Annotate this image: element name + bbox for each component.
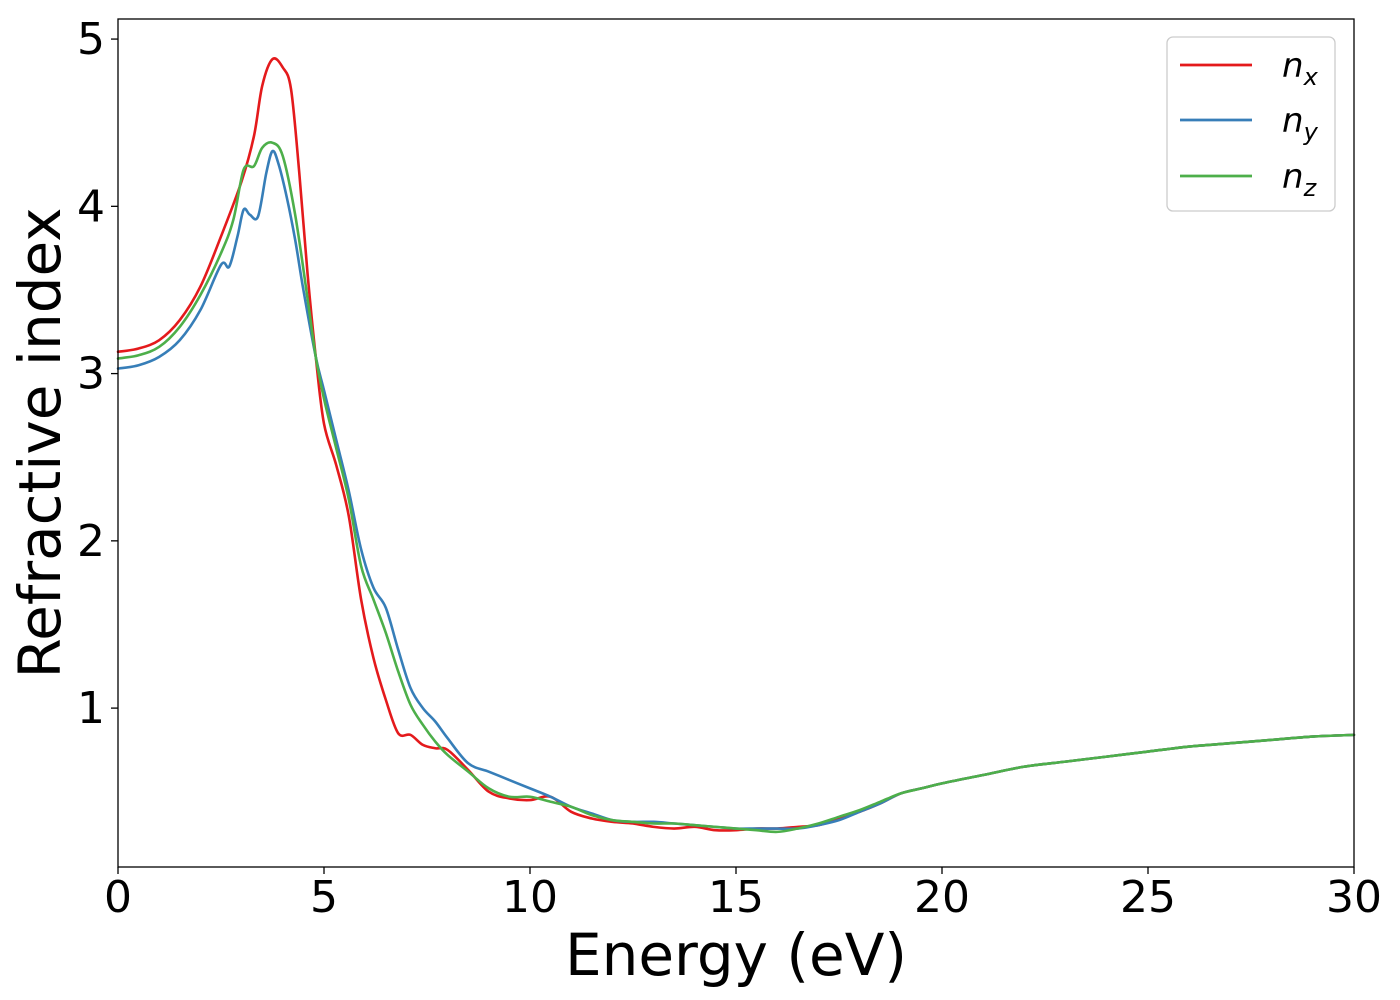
x-tick-label: 5 xyxy=(310,872,338,923)
x-tick-label: 20 xyxy=(914,872,970,923)
y-tick-label: 1 xyxy=(77,683,105,734)
x-tick-label: 30 xyxy=(1326,872,1382,923)
y-tick-label: 5 xyxy=(77,14,105,65)
legend-box xyxy=(1166,36,1336,212)
series-layer xyxy=(116,57,1356,834)
series-line-nz xyxy=(116,141,1356,834)
x-tick-label: 10 xyxy=(502,872,558,923)
y-tick-label: 4 xyxy=(77,181,105,232)
x-tick-label: 15 xyxy=(708,872,764,923)
x-axis-title: Energy (eV) xyxy=(565,921,907,989)
x-tick-label: 0 xyxy=(104,872,132,923)
legend-label-subscript: x xyxy=(1303,63,1319,91)
y-tick-label: 2 xyxy=(77,516,105,567)
legend-label-nx: nx xyxy=(1282,46,1319,91)
legend-label-base: n xyxy=(1282,101,1304,141)
y-axis-ticks: 1 2 3 4 5 xyxy=(77,14,118,734)
legend-label-nz: nz xyxy=(1282,157,1318,202)
legend-label-ny: ny xyxy=(1282,101,1319,146)
legend-label-subscript: y xyxy=(1303,118,1319,146)
x-axis-ticks: 0 5 10 15 20 25 30 xyxy=(104,867,1382,923)
plot-area xyxy=(118,19,1354,867)
legend-label-base: n xyxy=(1282,46,1304,86)
x-tick-label: 25 xyxy=(1120,872,1176,923)
y-axis-title: Refractive index xyxy=(6,207,74,678)
y-tick-label: 3 xyxy=(77,349,105,400)
legend-label-base: n xyxy=(1282,157,1304,197)
legend-label-subscript: z xyxy=(1303,174,1318,202)
